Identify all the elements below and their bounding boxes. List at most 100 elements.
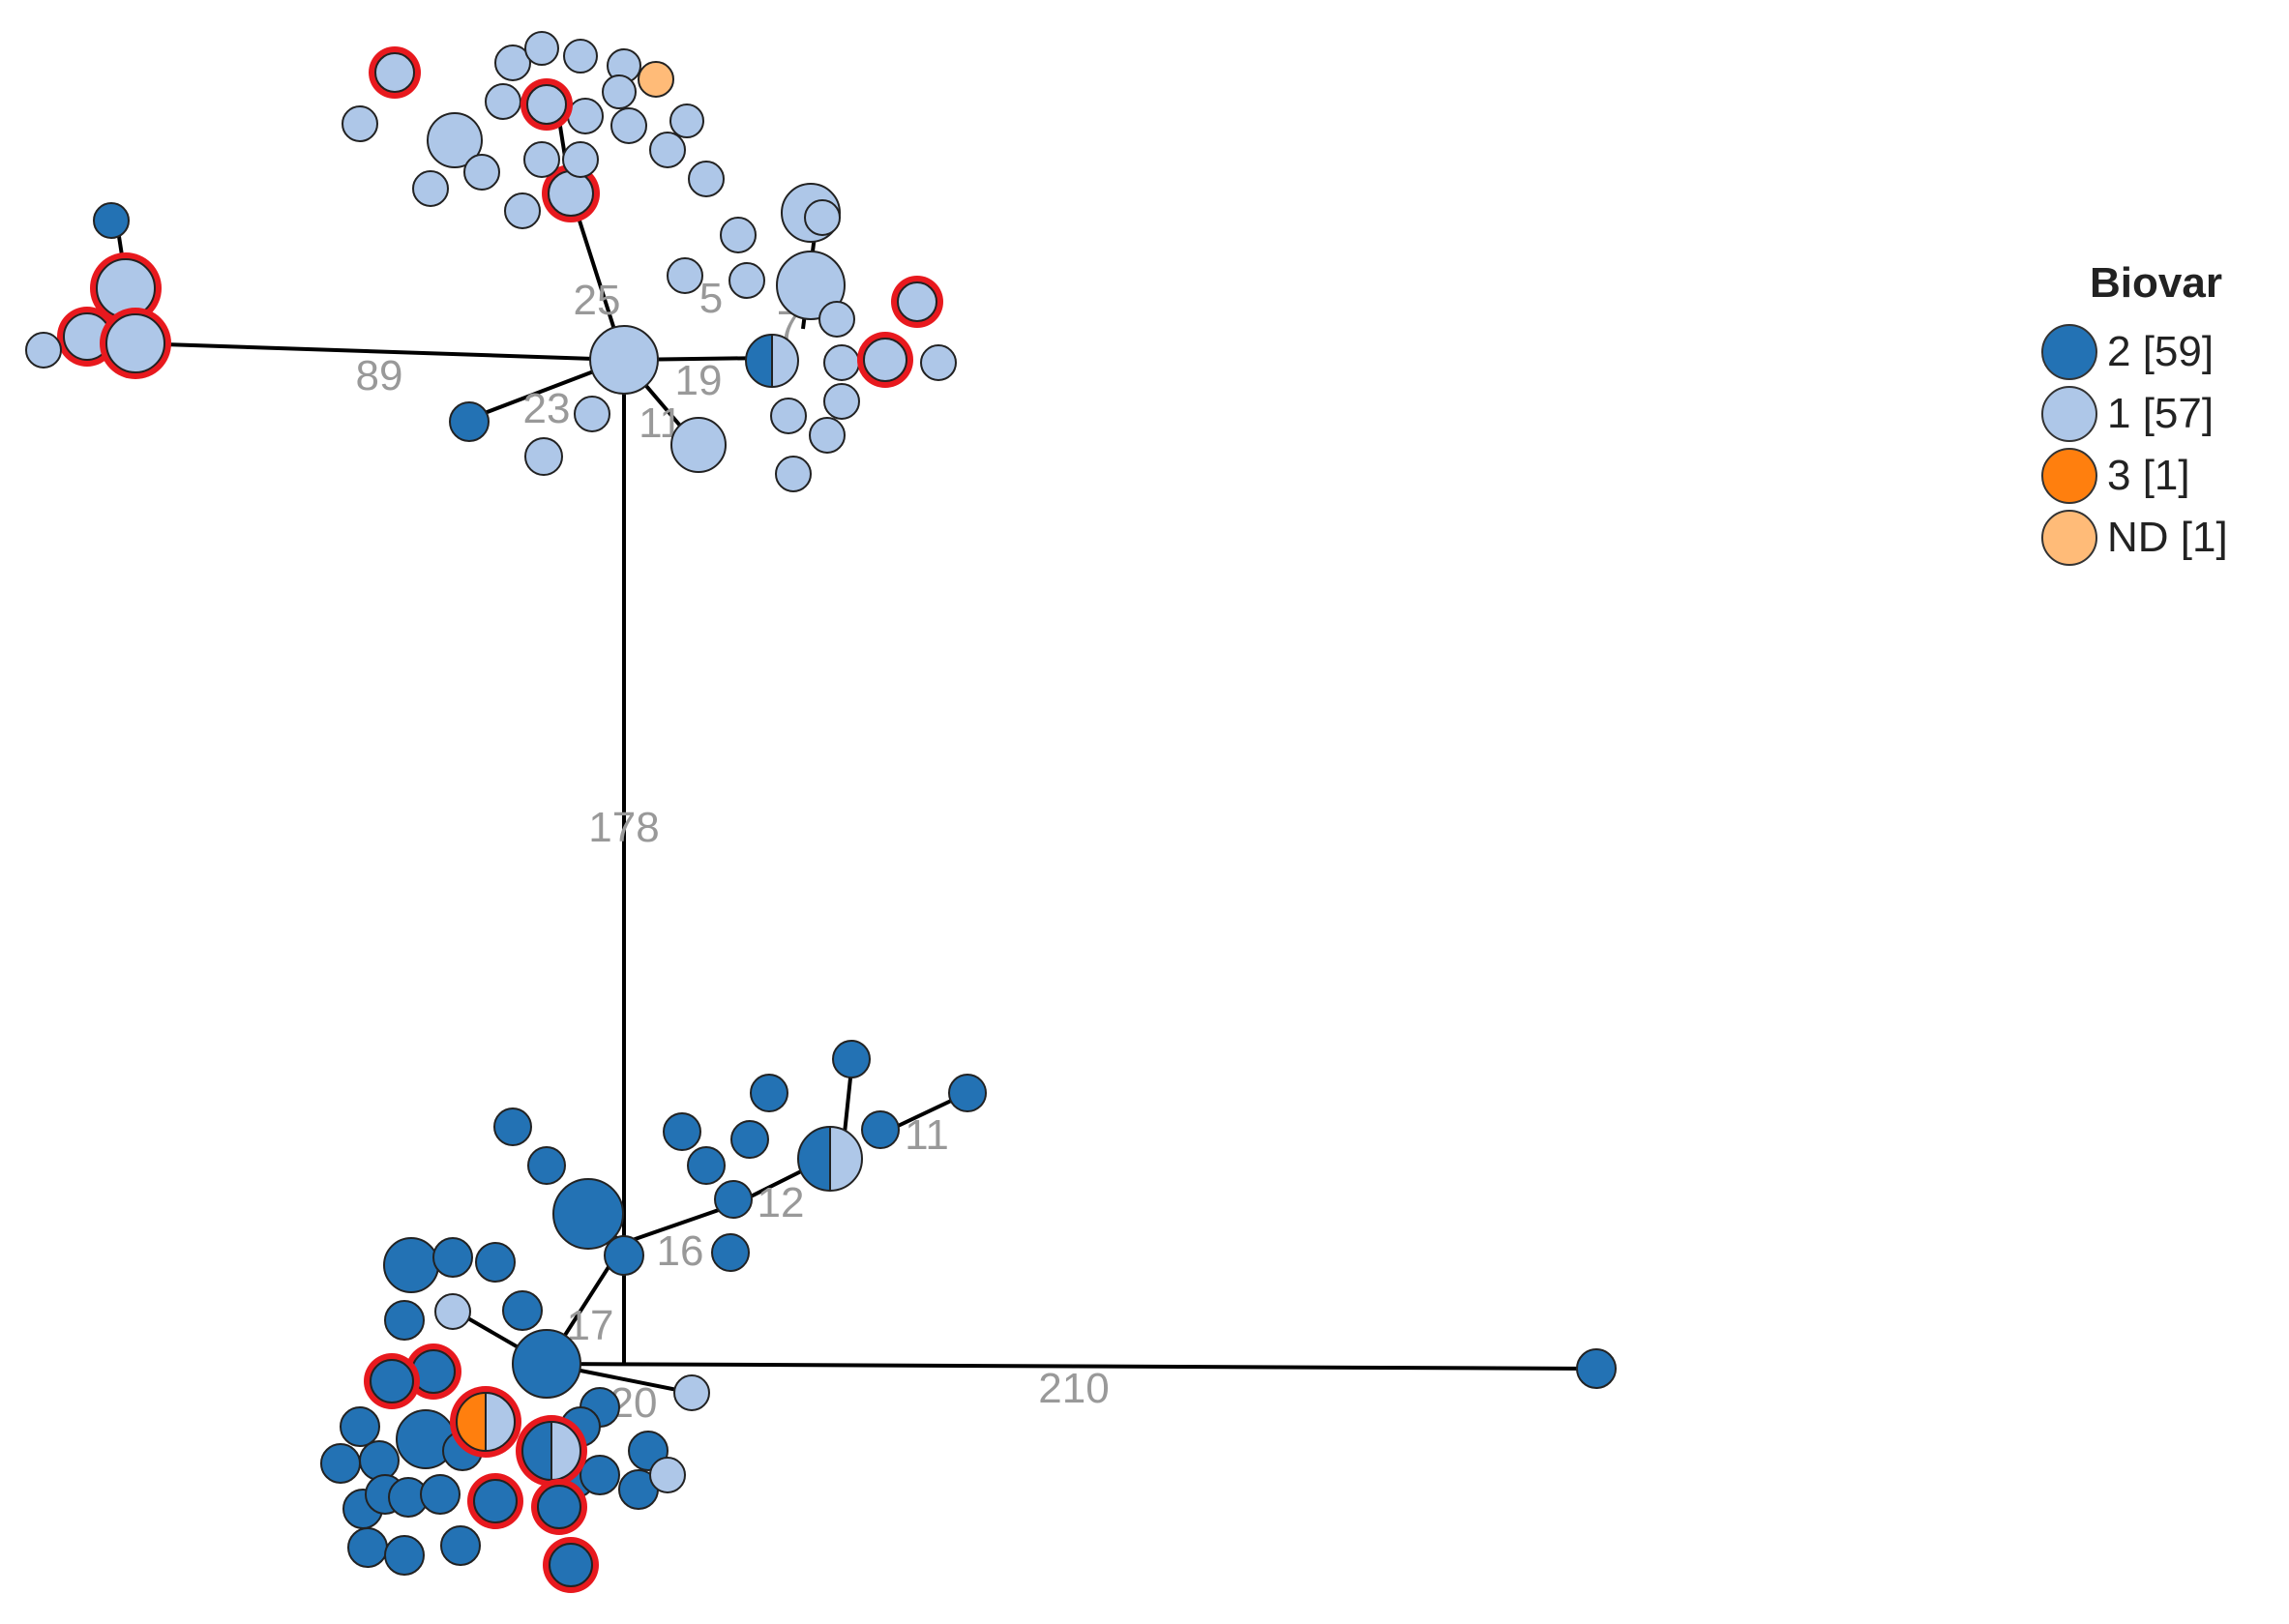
legend-swatch-nd [2041, 510, 2097, 566]
tree-edges [114, 101, 1597, 1395]
node [475, 1242, 516, 1283]
node [563, 39, 598, 74]
node [775, 456, 812, 492]
node [485, 83, 521, 120]
legend-title: Biovar [2090, 259, 2222, 307]
node [649, 1457, 686, 1493]
legend: Biovar 2 [59] 1 [57] 3 [1] ND [1] [2041, 259, 2228, 569]
edge-label: 11 [905, 1111, 949, 1159]
node [504, 192, 541, 229]
node [473, 1479, 518, 1523]
legend-label: 1 [57] [2107, 390, 2215, 437]
node [589, 325, 659, 395]
node [432, 1237, 473, 1278]
node [728, 262, 765, 299]
node [384, 1535, 425, 1576]
legend-swatch-biovar-1 [2041, 386, 2097, 442]
legend-item-biovar-1: 1 [57] [2041, 383, 2228, 445]
node [818, 301, 855, 338]
legend-item-biovar-3: 3 [1] [2041, 445, 2228, 507]
node [512, 1329, 581, 1399]
node [347, 1527, 388, 1568]
node-right-half [551, 1422, 580, 1480]
node [549, 1543, 593, 1587]
node [1576, 1348, 1617, 1389]
node-right-half [772, 335, 798, 387]
node [750, 1074, 788, 1112]
node [420, 1474, 461, 1515]
node [602, 74, 637, 109]
node [667, 257, 703, 294]
node [412, 170, 449, 207]
node-left-half [457, 1393, 486, 1451]
edge-label: 12 [758, 1179, 805, 1226]
node [711, 1233, 750, 1272]
node [688, 161, 725, 197]
node [720, 217, 757, 253]
node [562, 141, 599, 178]
node [649, 132, 686, 168]
node [730, 1120, 769, 1159]
node [383, 1237, 439, 1293]
edge-label: 19 [675, 357, 723, 404]
node [374, 52, 415, 93]
legend-label: 3 [1] [2107, 452, 2190, 499]
node [427, 112, 483, 168]
legend-swatch-biovar-2 [2041, 324, 2097, 380]
node [610, 107, 647, 144]
node [574, 396, 610, 432]
node [548, 170, 594, 217]
node [552, 1178, 624, 1250]
legend-label: 2 [59] [2107, 328, 2215, 375]
tree-edge [623, 1202, 736, 1245]
tree-edge [546, 1362, 1597, 1371]
edge-label: 5 [699, 275, 723, 322]
node [673, 1374, 710, 1411]
legend-item-biovar-2: 2 [59] [2041, 321, 2228, 383]
node-left-half [746, 335, 772, 387]
node [493, 1107, 532, 1146]
node [96, 258, 156, 318]
node [663, 1112, 701, 1151]
edge-label: 16 [657, 1227, 704, 1275]
node [494, 44, 531, 81]
node [861, 1110, 900, 1149]
tree-nodes [25, 31, 1617, 1593]
node [604, 1235, 644, 1276]
legend-label: ND [1] [2107, 514, 2228, 561]
node [524, 31, 559, 66]
node [384, 1300, 425, 1341]
node [687, 1146, 726, 1185]
node [320, 1443, 361, 1484]
node [370, 1359, 414, 1403]
node [804, 199, 841, 236]
node [714, 1180, 753, 1219]
edge-label: 23 [523, 385, 571, 432]
node [523, 141, 560, 178]
node [340, 1406, 380, 1447]
node-left-half [798, 1127, 830, 1191]
node [948, 1074, 987, 1112]
node [25, 332, 62, 369]
node [580, 1455, 620, 1495]
node [105, 313, 165, 373]
node [434, 1293, 471, 1330]
node [832, 1040, 871, 1078]
node [526, 84, 567, 125]
node [440, 1525, 481, 1566]
node [823, 344, 860, 381]
edge-label: 178 [588, 804, 659, 851]
edge-label: 17 [567, 1302, 614, 1349]
node [537, 1485, 581, 1529]
edge-label: 25 [574, 277, 621, 324]
legend-swatch-biovar-3 [2041, 448, 2097, 504]
node [502, 1290, 543, 1331]
node [449, 401, 490, 442]
node [524, 437, 563, 476]
node-right-half [830, 1127, 862, 1191]
node-left-half [522, 1422, 551, 1480]
node [359, 1440, 400, 1481]
edge-label: 210 [1038, 1365, 1109, 1412]
node [463, 154, 500, 191]
